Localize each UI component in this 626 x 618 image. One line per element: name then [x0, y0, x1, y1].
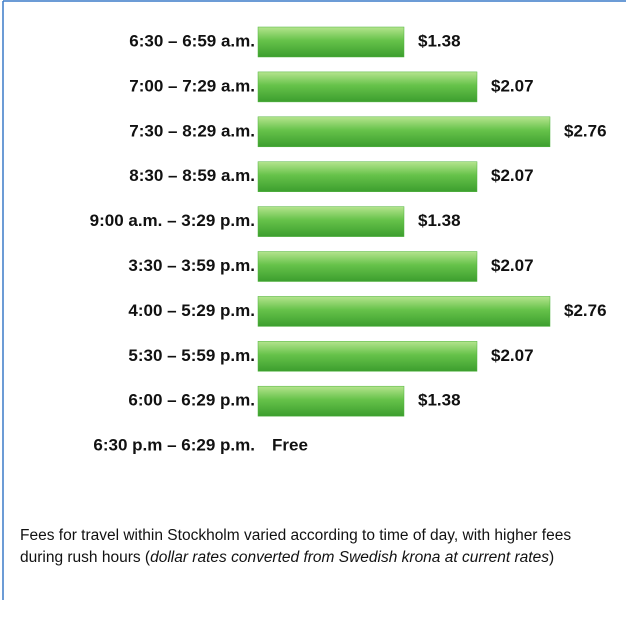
value-label: $2.07: [491, 166, 534, 185]
bar: [257, 26, 405, 58]
bar: [257, 116, 551, 148]
caption-end: ): [548, 549, 555, 566]
bar: [257, 71, 478, 103]
bar: [257, 385, 405, 417]
caption-text: Fees for travel within Stockholm varied …: [20, 527, 572, 566]
bar: [257, 251, 478, 282]
category-label: 6:00 – 6:29 p.m.: [128, 391, 255, 410]
value-label: Free: [272, 436, 308, 455]
category-label: 4:00 – 5:29 p.m.: [128, 301, 255, 320]
bar: [257, 161, 478, 192]
bar: [257, 341, 478, 372]
value-label: $2.76: [564, 121, 607, 140]
category-label: 5:30 – 5:59 p.m.: [128, 346, 255, 365]
value-label: $1.38: [418, 31, 461, 50]
value-label: $2.07: [491, 346, 534, 365]
value-label: $2.07: [491, 256, 534, 275]
category-label: 6:30 p.m – 6:29 p.m.: [93, 436, 255, 455]
category-label: 7:30 – 8:29 a.m.: [129, 121, 255, 140]
bar: [257, 206, 405, 237]
value-label: $2.07: [491, 76, 534, 95]
category-label: 6:30 – 6:59 a.m.: [129, 31, 255, 50]
category-label: 3:30 – 3:59 p.m.: [128, 256, 255, 275]
caption: Fees for travel within Stockholm varied …: [20, 525, 610, 569]
bar: [257, 296, 551, 327]
category-label: 9:00 a.m. – 3:29 p.m.: [90, 211, 255, 230]
category-label: 7:00 – 7:29 a.m.: [129, 76, 255, 95]
value-label: $1.38: [418, 391, 461, 410]
value-label: $1.38: [418, 211, 461, 230]
value-label: $2.76: [564, 301, 607, 320]
caption-note: dollar rates converted from Swedish kron…: [150, 549, 549, 566]
category-label: 8:30 – 8:59 a.m.: [129, 166, 255, 185]
